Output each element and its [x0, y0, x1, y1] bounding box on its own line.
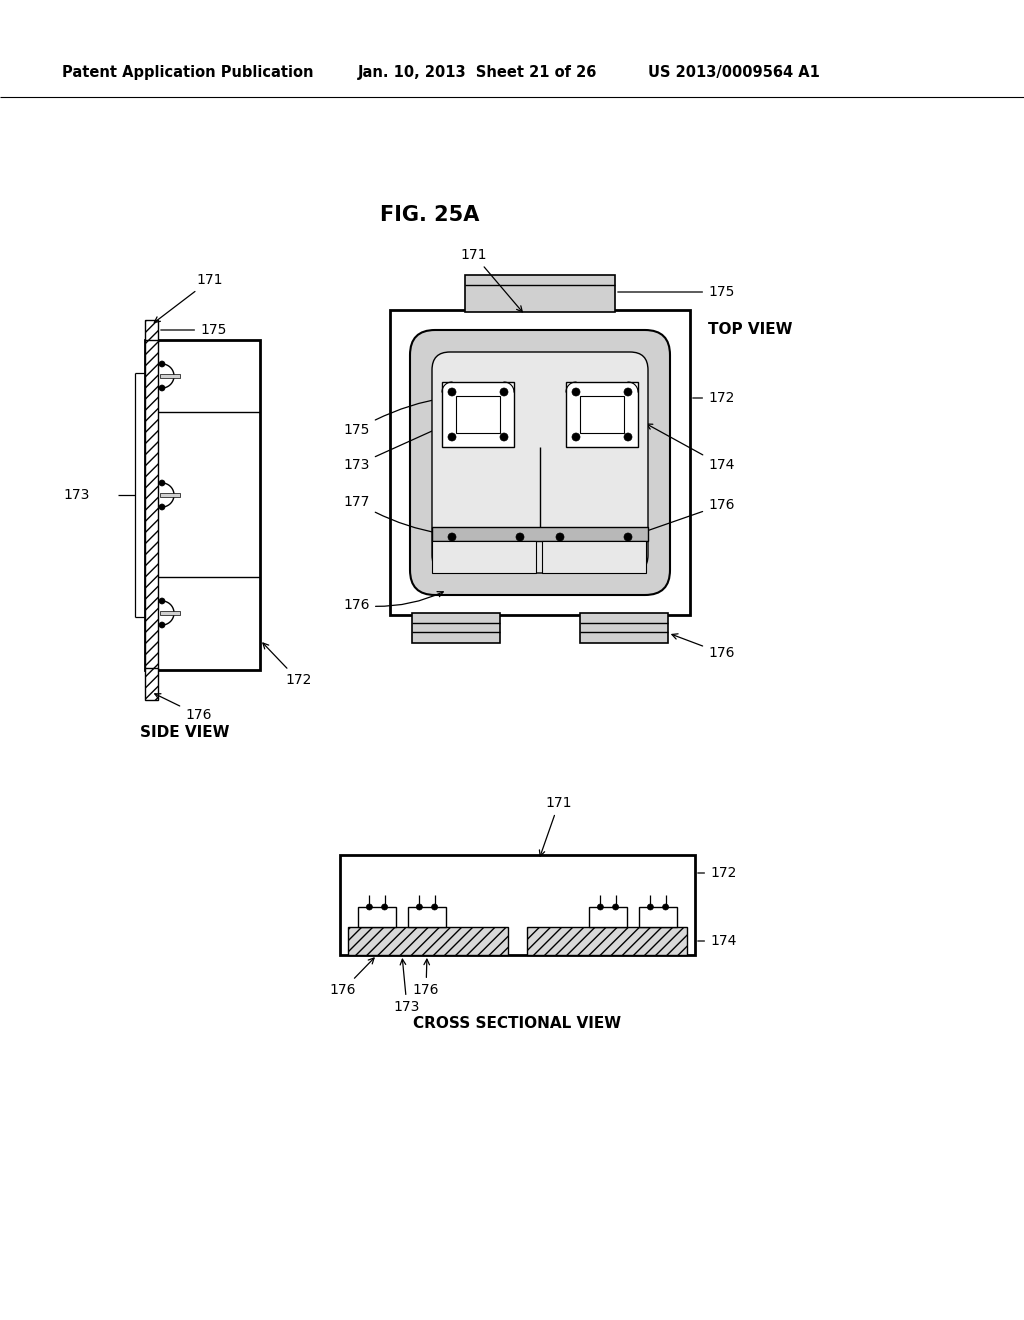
Circle shape — [449, 533, 456, 541]
Circle shape — [159, 480, 165, 486]
Bar — [442, 381, 514, 447]
Circle shape — [624, 433, 632, 441]
Bar — [160, 492, 180, 498]
Circle shape — [159, 504, 165, 510]
Circle shape — [556, 533, 564, 541]
Circle shape — [612, 904, 618, 909]
Bar — [580, 612, 668, 643]
Circle shape — [624, 388, 632, 396]
Text: 176: 176 — [330, 958, 374, 997]
Text: 176: 176 — [642, 498, 734, 533]
Text: 173: 173 — [344, 424, 449, 473]
Bar — [465, 275, 615, 312]
Bar — [145, 341, 260, 671]
Circle shape — [663, 904, 669, 909]
Bar — [145, 668, 158, 700]
Circle shape — [624, 533, 632, 541]
Text: Jan. 10, 2013  Sheet 21 of 26: Jan. 10, 2013 Sheet 21 of 26 — [358, 65, 597, 79]
Text: 173: 173 — [394, 960, 420, 1014]
Bar — [580, 396, 624, 433]
Bar — [527, 927, 687, 954]
Circle shape — [500, 388, 508, 396]
Text: 172: 172 — [693, 391, 734, 405]
Text: 174: 174 — [697, 935, 736, 948]
Bar — [408, 907, 446, 927]
Circle shape — [449, 433, 456, 441]
Text: US 2013/0009564 A1: US 2013/0009564 A1 — [648, 65, 820, 79]
Circle shape — [647, 904, 653, 909]
Text: SIDE VIEW: SIDE VIEW — [140, 725, 229, 741]
Text: CROSS SECTIONAL VIEW: CROSS SECTIONAL VIEW — [414, 1015, 622, 1031]
Text: 173: 173 — [63, 488, 90, 502]
FancyBboxPatch shape — [432, 352, 648, 573]
Bar — [348, 927, 508, 954]
FancyBboxPatch shape — [410, 330, 670, 595]
Circle shape — [449, 388, 456, 396]
Text: TOP VIEW: TOP VIEW — [708, 322, 793, 338]
Circle shape — [159, 598, 165, 605]
Text: Patent Application Publication: Patent Application Publication — [62, 65, 313, 79]
Bar — [589, 907, 627, 927]
Bar — [432, 541, 536, 573]
Bar — [456, 396, 500, 433]
Text: 171: 171 — [461, 248, 522, 312]
Bar — [542, 541, 646, 573]
Text: 176: 176 — [343, 591, 443, 612]
Text: FIG. 25A: FIG. 25A — [380, 205, 479, 224]
Bar — [145, 341, 158, 671]
Bar — [566, 381, 638, 447]
Bar — [639, 907, 677, 927]
Text: 175: 175 — [344, 396, 445, 437]
Text: 172: 172 — [697, 866, 736, 880]
Circle shape — [382, 904, 388, 909]
Circle shape — [572, 433, 580, 441]
Text: 177: 177 — [344, 495, 440, 535]
Bar — [412, 612, 500, 643]
Bar — [340, 855, 695, 954]
Text: 174: 174 — [647, 424, 734, 473]
Text: 172: 172 — [263, 643, 311, 686]
Text: 176: 176 — [155, 694, 212, 722]
Bar — [432, 527, 648, 541]
Bar — [145, 319, 158, 342]
Circle shape — [431, 904, 437, 909]
Text: 176: 176 — [672, 634, 734, 660]
Circle shape — [159, 385, 165, 391]
Text: 171: 171 — [155, 273, 223, 322]
Bar — [160, 374, 180, 378]
Circle shape — [572, 388, 580, 396]
Circle shape — [159, 360, 165, 367]
Circle shape — [417, 904, 422, 909]
Bar — [358, 907, 396, 927]
Bar — [160, 611, 180, 615]
Text: 171: 171 — [540, 796, 572, 857]
Circle shape — [500, 433, 508, 441]
Bar — [390, 310, 690, 615]
Text: 175: 175 — [161, 323, 226, 337]
Circle shape — [159, 622, 165, 628]
Circle shape — [516, 533, 524, 541]
Circle shape — [597, 904, 603, 909]
Text: 175: 175 — [617, 285, 734, 300]
Text: 176: 176 — [413, 960, 439, 997]
Circle shape — [367, 904, 373, 909]
